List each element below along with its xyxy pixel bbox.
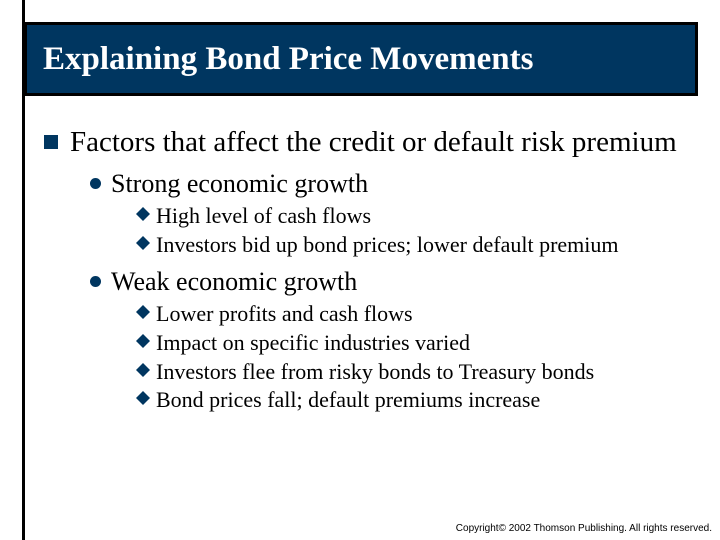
bullet-level3: Investors flee from risky bonds to Treas… (136, 359, 698, 386)
level3-text: Investors flee from risky bonds to Treas… (156, 359, 594, 386)
bullet-level3: Impact on specific industries varied (136, 330, 698, 357)
bullet-level2: Strong economic growth (90, 168, 698, 201)
bullet-level3: Investors bid up bond prices; lower defa… (136, 232, 698, 259)
bullet-level3: Lower profits and cash flows (136, 301, 698, 328)
bullet-level3: High level of cash flows (136, 203, 698, 230)
diamond-bullet-icon (136, 363, 150, 377)
diamond-bullet-icon (136, 236, 150, 250)
level3-text: Investors bid up bond prices; lower defa… (156, 232, 619, 259)
level3-text: Impact on specific industries varied (156, 330, 470, 357)
level2-text: Strong economic growth (111, 168, 368, 201)
square-bullet-icon (44, 135, 58, 149)
circle-bullet-icon (90, 276, 101, 287)
bullet-level3: Bond prices fall; default premiums incre… (136, 387, 698, 414)
diamond-bullet-icon (136, 207, 150, 221)
level3-text: Bond prices fall; default premiums incre… (156, 387, 540, 414)
slide: Explaining Bond Price Movements Factors … (0, 0, 720, 540)
title-box: Explaining Bond Price Movements (24, 22, 698, 96)
copyright-text: Copyright© 2002 Thomson Publishing. All … (456, 523, 712, 534)
diamond-bullet-icon (136, 334, 150, 348)
slide-title: Explaining Bond Price Movements (43, 41, 533, 78)
level3-text: High level of cash flows (156, 203, 371, 230)
level2-text: Weak economic growth (111, 266, 357, 299)
circle-bullet-icon (90, 178, 101, 189)
slide-body: Factors that affect the credit or defaul… (44, 124, 698, 414)
diamond-bullet-icon (136, 391, 150, 405)
bullet-level2: Weak economic growth (90, 266, 698, 299)
bullet-level1: Factors that affect the credit or defaul… (44, 124, 698, 160)
level1-text: Factors that affect the credit or defaul… (70, 124, 677, 160)
level3-text: Lower profits and cash flows (156, 301, 413, 328)
diamond-bullet-icon (136, 305, 150, 319)
